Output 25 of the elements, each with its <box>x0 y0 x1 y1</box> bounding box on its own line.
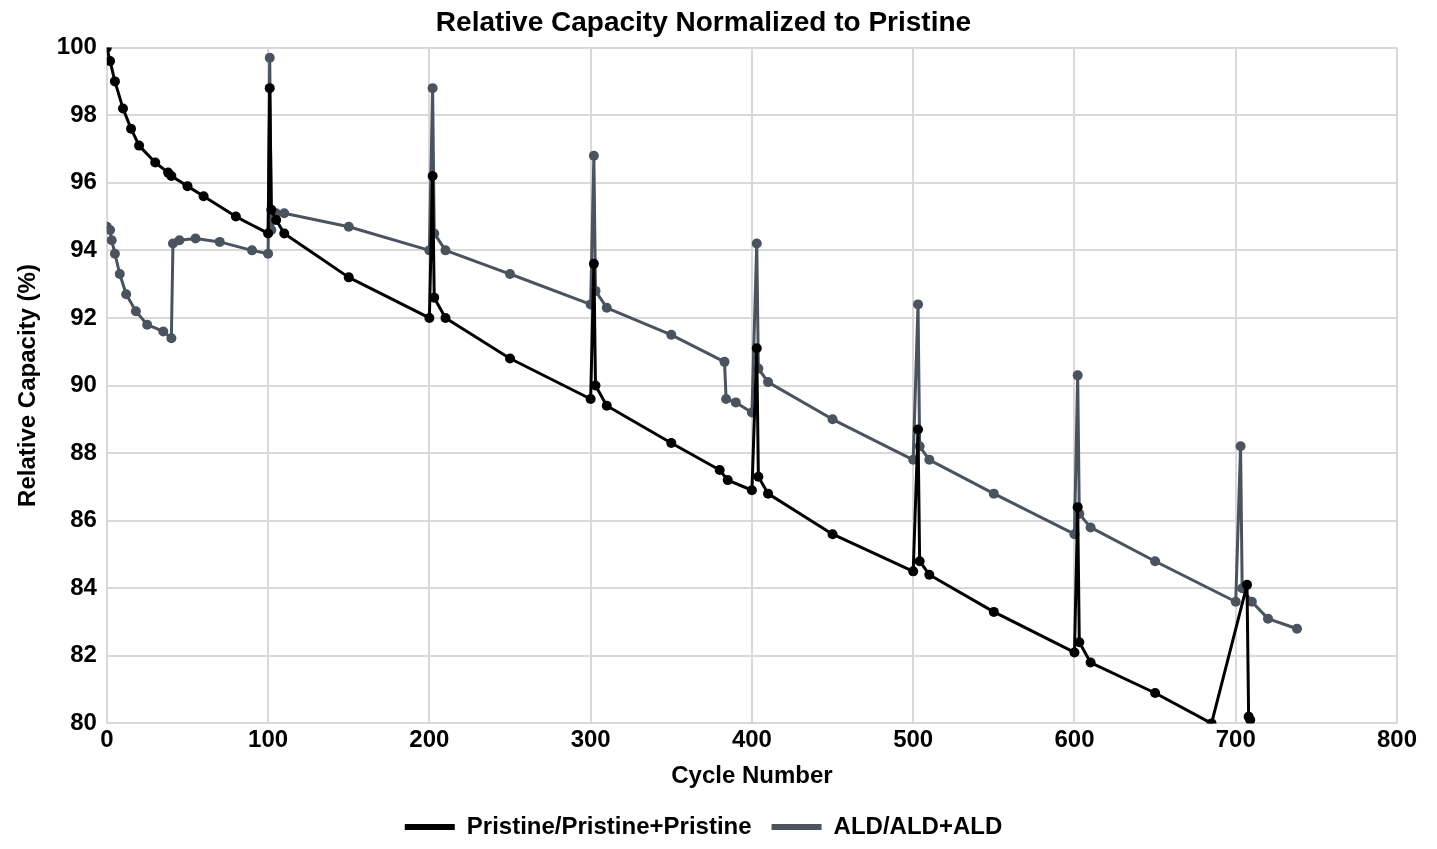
y-tick-label: 98 <box>70 99 97 127</box>
y-tick-label: 86 <box>70 505 97 533</box>
chart-title: Relative Capacity Normalized to Pristine <box>435 5 972 37</box>
y-tick-label: 92 <box>70 302 97 330</box>
x-tick-label: 600 <box>1054 725 1095 753</box>
x-tick-label: 800 <box>1376 725 1418 753</box>
x-axis-title: Cycle Number <box>671 761 833 789</box>
y-tick-label: 88 <box>70 437 97 465</box>
y-tick-label: 80 <box>70 708 97 736</box>
x-tick-label: 0 <box>100 725 114 753</box>
y-tick-label: 94 <box>70 234 98 262</box>
x-tick-label: 400 <box>731 725 772 753</box>
y-tick-label: 90 <box>70 370 97 398</box>
legend-label: Pristine/Pristine+Pristine <box>466 811 752 839</box>
x-tick-label: 700 <box>1215 725 1256 753</box>
x-tick-label: 300 <box>570 725 611 753</box>
x-tick-label: 200 <box>409 725 450 753</box>
x-tick-label: 500 <box>893 725 934 753</box>
y-tick-label: 84 <box>70 572 98 600</box>
y-tick-label: 100 <box>56 32 97 60</box>
y-axis-title: Relative Capacity (%) <box>13 264 41 507</box>
legend-label: ALD/ALD+ALD <box>833 811 1003 839</box>
x-tick-label: 100 <box>248 725 289 753</box>
y-tick-label: 96 <box>70 167 97 195</box>
y-tick-label: 82 <box>70 640 97 668</box>
